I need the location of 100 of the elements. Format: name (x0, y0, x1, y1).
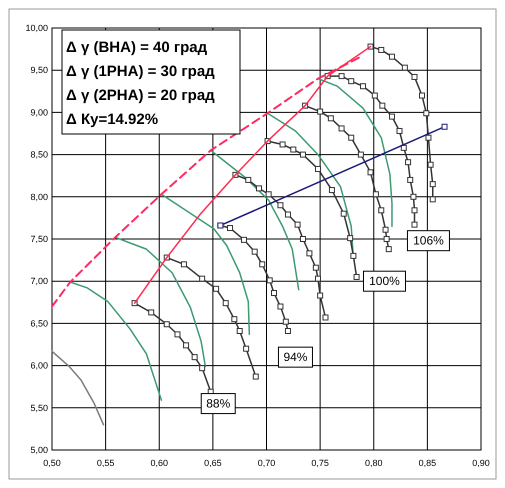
annotation: 100% (369, 274, 400, 288)
point (227, 225, 234, 232)
y-tick-label: 6,50 (30, 318, 48, 328)
x-tick-label: 0,85 (418, 458, 436, 468)
line-series (210, 150, 300, 290)
point (183, 342, 190, 348)
point (386, 246, 392, 252)
point (360, 83, 366, 90)
point (148, 309, 154, 316)
point (271, 290, 278, 296)
x-tick-label: 0,50 (43, 458, 61, 468)
point (290, 146, 296, 153)
point (410, 194, 416, 200)
point (199, 276, 206, 282)
point (199, 365, 206, 372)
y-tick-label: 9,00 (30, 107, 48, 118)
point (314, 276, 321, 282)
point (282, 318, 289, 325)
point (284, 212, 291, 218)
point (317, 292, 324, 299)
point (300, 152, 306, 158)
point (423, 110, 430, 116)
point (419, 92, 426, 99)
point (378, 207, 384, 214)
x-tick-label: 0,60 (150, 458, 168, 468)
x-tick-label: 0,80 (364, 458, 383, 468)
point (280, 141, 286, 148)
point (358, 152, 364, 158)
point (430, 181, 436, 188)
y-tick-label: 10,00 (25, 23, 48, 33)
point (294, 222, 301, 228)
point (347, 235, 354, 242)
point (412, 207, 418, 214)
x-tick-label: 0,55 (96, 458, 114, 468)
annotation: Δ Ку=14.92% (66, 111, 158, 128)
point (312, 264, 319, 271)
point (306, 250, 312, 256)
line-series (69, 281, 162, 401)
point (256, 185, 262, 192)
point (328, 115, 334, 122)
annotation: Δ γ (ВНА) = 40 град (66, 39, 208, 56)
y-tick-label: 6,00 (30, 360, 48, 371)
point (388, 114, 395, 120)
point (317, 108, 324, 115)
point (396, 128, 402, 134)
point (407, 176, 414, 183)
point (382, 226, 389, 233)
point (425, 134, 432, 141)
annotation: 88% (206, 396, 231, 411)
point (266, 277, 273, 284)
point (372, 92, 378, 99)
point (252, 374, 259, 380)
point (322, 314, 328, 320)
annotation: 106% (413, 234, 444, 248)
x-tick-label: 0,65 (204, 458, 222, 468)
point (405, 159, 412, 166)
point (266, 191, 272, 198)
point (368, 169, 374, 176)
point (354, 274, 360, 280)
point (388, 54, 395, 60)
y-tick-label: 5,50 (30, 402, 48, 413)
point (428, 162, 434, 168)
point (240, 236, 247, 243)
x-tick-label: 0,75 (311, 458, 329, 468)
point (328, 187, 335, 194)
point (277, 202, 284, 208)
point (338, 73, 345, 80)
line-series (160, 194, 250, 336)
point (245, 176, 252, 183)
point (412, 222, 418, 228)
point (300, 236, 306, 242)
point (338, 125, 345, 132)
point (430, 196, 436, 202)
point (213, 286, 220, 292)
annotation: Δ γ (1РНА) = 30 град (66, 63, 216, 80)
point (348, 134, 354, 141)
point (379, 102, 386, 109)
point (174, 331, 180, 338)
point (314, 166, 321, 172)
point (243, 346, 250, 352)
point (442, 124, 448, 130)
point (402, 64, 408, 71)
point (400, 144, 407, 151)
y-tick-label: 7,00 (30, 276, 48, 286)
point (284, 328, 291, 334)
x-tick-label: 0,70 (258, 458, 276, 468)
x-tick-label: 0,90 (472, 458, 490, 468)
y-tick-label: 8,00 (30, 192, 48, 202)
point (222, 300, 229, 306)
point (231, 316, 238, 322)
point (378, 46, 384, 53)
point (252, 248, 258, 255)
line-series (317, 78, 393, 228)
annotation: Δ γ (2РНА) = 20 град (66, 87, 216, 104)
y-tick-label: 8,50 (30, 150, 48, 160)
point (340, 210, 347, 217)
point (384, 236, 390, 242)
point (412, 74, 418, 80)
line-series (51, 56, 362, 308)
annotation: 94% (283, 350, 308, 364)
